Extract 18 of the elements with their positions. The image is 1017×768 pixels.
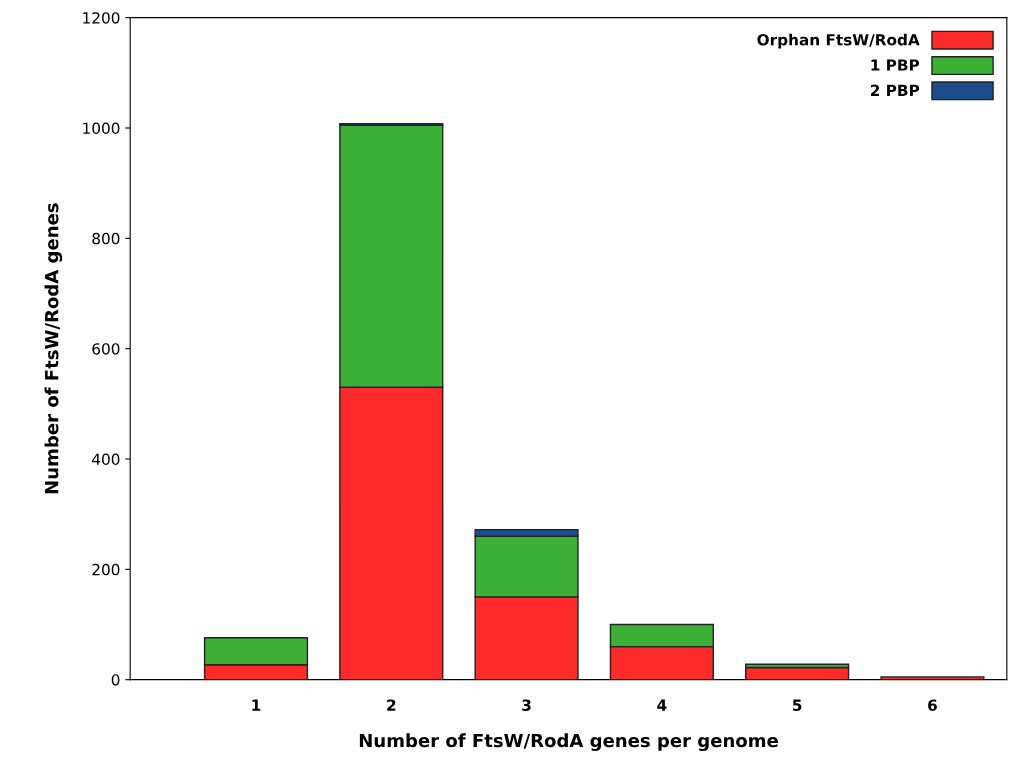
x-axis-title: Number of FtsW/RodA genes per genome xyxy=(359,733,778,751)
x-tick-label: 6 xyxy=(928,699,937,711)
legend-label: Orphan FtsW/RodA xyxy=(757,33,920,49)
x-tick-label: 1 xyxy=(252,699,261,711)
y-axis-title: Number of FtsW/RodA genes xyxy=(44,203,63,494)
y-tick-label: 400 xyxy=(92,453,120,466)
y-tick-label: 0 xyxy=(111,674,120,686)
y-tick-label: 1000 xyxy=(83,122,120,135)
y-tick-label: 1200 xyxy=(83,12,120,24)
x-tick-label: 2 xyxy=(387,699,396,711)
y-tick-label: 600 xyxy=(92,343,120,355)
x-tick-label: 3 xyxy=(522,699,531,711)
legend-label: 1 PBP xyxy=(871,59,920,71)
y-tick-label: 800 xyxy=(92,232,120,245)
x-tick-label: 4 xyxy=(657,699,667,711)
x-tick-label: 5 xyxy=(793,699,802,711)
legend-label: 2 PBP xyxy=(870,84,920,96)
y-tick-label: 200 xyxy=(92,563,120,576)
